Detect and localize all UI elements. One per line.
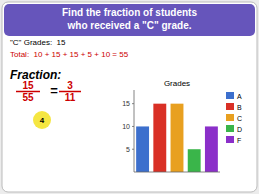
fraction-denominator: 11 [65, 92, 76, 103]
badge-label: 4 [40, 116, 45, 125]
title-line: who received a "C" grade. [67, 20, 192, 31]
fraction-denominator: 55 [22, 92, 34, 103]
tick-label: 5 [126, 146, 130, 153]
title-line: Find the fraction of students [62, 7, 197, 18]
x-axis [134, 172, 220, 173]
legend-label: F [237, 137, 241, 144]
legend-swatch [226, 103, 234, 110]
equals-sign: = [50, 83, 58, 98]
chart-title: Grades [164, 79, 190, 88]
bar [205, 126, 218, 172]
bar [188, 149, 201, 172]
bars [136, 104, 218, 172]
legend-swatch [226, 125, 234, 132]
bar [153, 104, 166, 172]
panel [2, 2, 257, 192]
legend: ABCDF [226, 92, 242, 144]
title-banner [4, 4, 255, 36]
legend-label: B [237, 104, 242, 111]
tick-label: 15 [122, 100, 130, 107]
tick-label: 10 [122, 123, 130, 130]
legend-label: C [237, 115, 242, 122]
legend-swatch [226, 92, 234, 99]
fraction-numerator: 3 [67, 80, 73, 91]
fraction-label: Fraction: [10, 68, 61, 82]
y-axis [134, 90, 135, 172]
bar [171, 104, 184, 172]
total-label: Total: 10 + 15 + 15 + 5 + 10 = 55 [10, 50, 129, 59]
legend-label: A [237, 93, 242, 100]
canvas: Find the fraction of students who receive… [0, 0, 259, 194]
grades-label: "C" Grades: 15 [10, 38, 66, 47]
badge [33, 111, 51, 129]
legend-label: D [237, 126, 242, 133]
fraction-numerator: 15 [22, 80, 34, 91]
bar [136, 126, 149, 172]
legend-swatch [226, 136, 234, 143]
legend-swatch [226, 114, 234, 121]
